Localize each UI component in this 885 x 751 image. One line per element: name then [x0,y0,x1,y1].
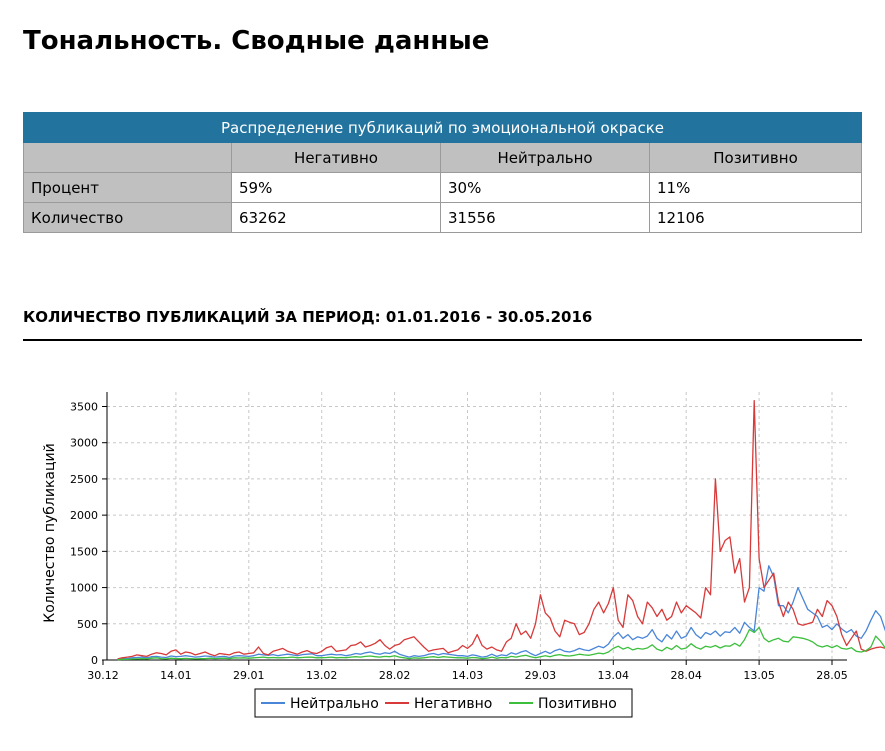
table-header-empty [23,142,232,173]
row-label-percent: Процент [23,172,232,203]
series-line-1 [117,565,885,660]
legend-label: Негативно [414,696,492,712]
section-title: КОЛИЧЕСТВО ПУБЛИКАЦИЙ ЗА ПЕРИОД: 01.01.2… [23,308,593,326]
legend-box [254,688,633,718]
x-tick-label: 28.05 [816,669,848,682]
chart-legend: Нейтрально Негативно Позитивно [254,688,633,718]
percent-neutral: 30% [440,172,650,203]
chart-axes: 0 500 1000 1500 2000 2500 3000 3500 30.12 14.01 29… [70,392,848,682]
count-neutral: 31556 [440,202,650,233]
count-positive: 12106 [649,202,862,233]
page-title: Тональность. Сводные данные [23,26,490,56]
x-tick-label: 13.02 [306,669,338,682]
table-row-count: Количество 63262 31556 12106 [23,202,862,233]
row-label-count: Количество [23,202,232,233]
column-header-positive: Позитивно [649,142,862,173]
y-tick-label: 1000 [70,582,98,595]
x-tick-label: 28.04 [670,669,702,682]
table-caption: Распределение публикаций по эмоционально… [23,112,862,143]
legend-label: Нейтрально [290,696,379,712]
publications-line-chart: 0 500 1000 1500 2000 2500 3000 3500 30.12 14.01 29… [42,392,885,718]
table-row-percent: Процент 59% 30% 11% [23,172,862,203]
series-line-2 [117,400,885,660]
legend-label: Позитивно [538,696,617,712]
x-tick-label: 29.01 [233,669,265,682]
y-tick-label: 3500 [70,400,98,413]
column-header-neutral: Нейтрально [440,142,650,173]
y-tick-label: 0 [91,654,98,667]
x-tick-label: 13.05 [743,669,775,682]
x-tick-label: 14.03 [452,669,484,682]
y-tick-label: 2500 [70,473,98,486]
series-line-3 [117,626,885,661]
y-tick-label: 3000 [70,437,98,450]
x-tick-label: 14.01 [160,669,192,682]
x-tick-label: 29.03 [525,669,557,682]
y-axis-label: Количество публикаций [42,443,58,622]
x-tick-label: 28.02 [379,669,411,682]
percent-negative: 59% [231,172,441,203]
x-tick-label: 13.04 [598,669,630,682]
x-tick-label: 30.12 [87,669,119,682]
chart-grid [107,392,847,660]
y-tick-label: 2000 [70,509,98,522]
summary-table: Распределение публикаций по эмоционально… [23,112,862,233]
section-divider [23,339,862,341]
y-tick-label: 500 [77,618,98,631]
count-negative: 63262 [231,202,441,233]
column-header-negative: Негативно [231,142,441,173]
chart-series [117,400,885,661]
percent-positive: 11% [649,172,862,203]
table-header-row: Негативно Нейтрально Позитивно [23,142,862,173]
y-tick-label: 1500 [70,545,98,558]
